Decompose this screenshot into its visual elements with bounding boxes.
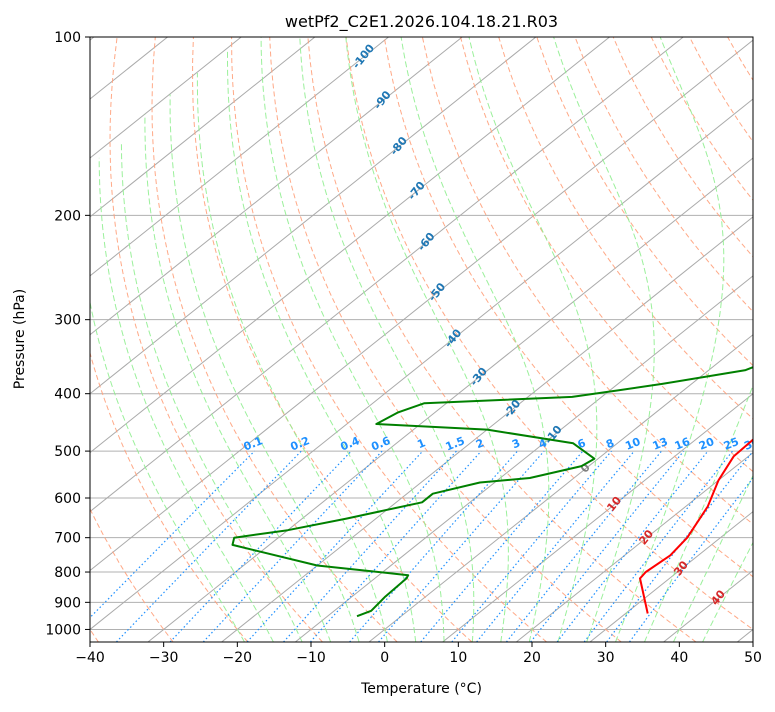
x-axis-label: Temperature (°C) (360, 681, 482, 697)
y-axis-label: Pressure (hPa) (12, 289, 28, 389)
y-tick-label: 200 (54, 208, 81, 224)
y-tick-label: 1000 (45, 622, 81, 638)
y-tick-label: 600 (54, 491, 81, 507)
y-tick-label: 800 (54, 565, 81, 581)
plot-background (90, 37, 753, 642)
chart-title: wetPf2_C2E1.2026.104.18.21.R03 (285, 12, 558, 32)
x-tick-label: −20 (223, 650, 253, 666)
x-tick-label: 20 (523, 650, 541, 666)
x-tick-label: 40 (670, 650, 688, 666)
x-tick-label: 0 (380, 650, 389, 666)
x-tick-label: −30 (149, 650, 179, 666)
y-tick-label: 100 (54, 30, 81, 46)
y-tick-label: 300 (54, 313, 81, 329)
y-tick-label: 500 (54, 444, 81, 460)
y-tick-label: 900 (54, 595, 81, 611)
x-tick-label: 50 (744, 650, 762, 666)
y-tick-label: 400 (54, 387, 81, 403)
x-tick-label: 10 (449, 650, 467, 666)
x-tick-label: −40 (75, 650, 105, 666)
x-tick-label: −10 (296, 650, 326, 666)
y-tick-label: 700 (54, 531, 81, 547)
x-tick-label: 30 (597, 650, 615, 666)
